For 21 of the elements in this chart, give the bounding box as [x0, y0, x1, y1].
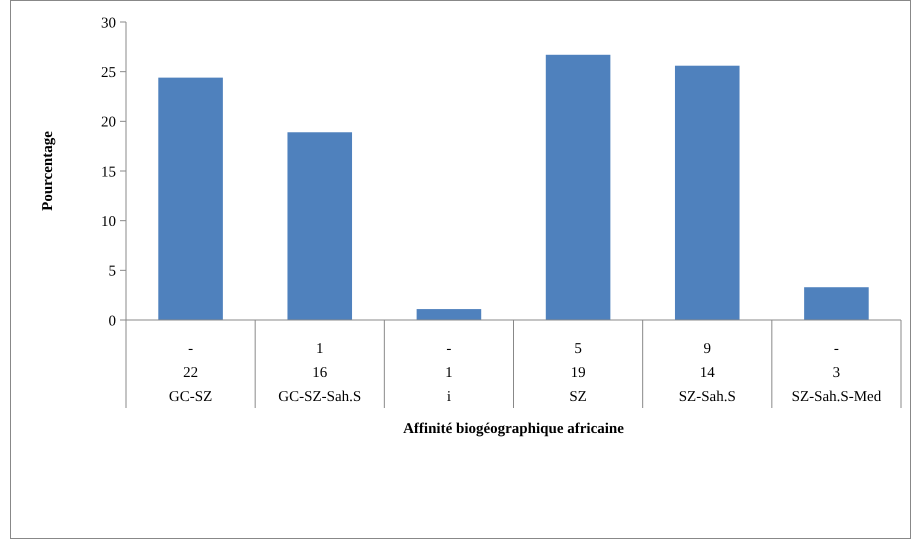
bar	[158, 78, 223, 320]
y-tick-label: 10	[101, 214, 116, 230]
bar	[546, 54, 610, 320]
bar	[804, 287, 869, 320]
y-tick-label: 15	[101, 164, 116, 180]
x-tick-label: - 1 i	[445, 341, 453, 405]
y-tick-label: 5	[108, 264, 116, 280]
y-tick-label: 20	[101, 114, 116, 131]
y-axis-title: Pourcentage	[40, 130, 56, 211]
x-tick-label: - 3 SZ-Sah.S-Med	[792, 341, 882, 405]
x-tick-label: 5 19 SZ	[569, 341, 587, 405]
x-tick-label: 1 16 GC-SZ-Sah.S	[278, 341, 362, 405]
y-tick-label: 25	[101, 64, 116, 81]
y-tick-label: 30	[101, 15, 116, 32]
bar	[287, 132, 352, 320]
y-tick-label: 0	[108, 313, 116, 330]
x-tick-label: - 22 GC-SZ	[168, 341, 212, 405]
bar	[416, 309, 482, 320]
bar	[674, 66, 740, 320]
x-axis-title: Affinité biogéographique africaine	[403, 421, 624, 437]
x-tick-label: 9 14 SZ-Sah.S	[678, 341, 736, 405]
